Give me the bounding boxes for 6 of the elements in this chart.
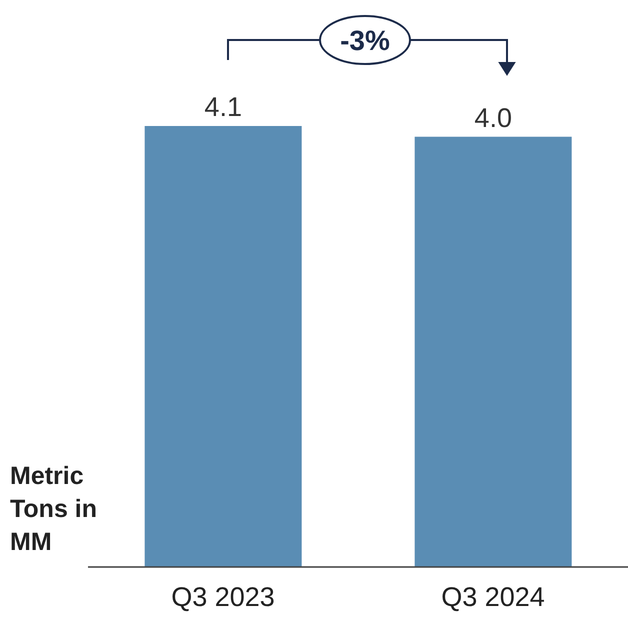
- text: -3%: [340, 25, 390, 56]
- data-label: 4.1: [204, 92, 242, 122]
- y-axis-title: Metric Tons in MM: [10, 461, 98, 558]
- data-label: 4.0: [474, 102, 512, 133]
- x-tick-label: Q3 2023: [171, 582, 275, 612]
- x-tick-label: Q3 2024: [441, 582, 545, 612]
